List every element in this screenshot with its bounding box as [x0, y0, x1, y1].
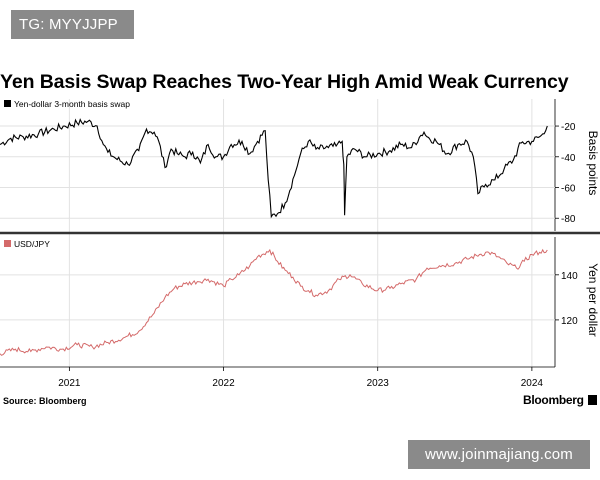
usdjpy-tick-label-120: 120 — [561, 316, 578, 327]
watermark-badge: www.joinmajiang.com — [408, 440, 590, 469]
swap-ylabel: Basis points — [586, 131, 600, 196]
swap-tick-label--60: -60 — [561, 184, 576, 195]
x-tick-label-2021: 2021 — [58, 378, 81, 389]
usdjpy-tick-label-140: 140 — [561, 271, 578, 282]
x-tick-label-2023: 2023 — [367, 378, 390, 389]
swap-legend-swatch — [4, 100, 11, 107]
usdjpy-ylabel: Yen per dollar — [586, 263, 600, 337]
usdjpy-panel: USD/JPY 120 140 Yen per dollar — [0, 239, 600, 356]
usdjpy-legend-label: USD/JPY — [14, 239, 50, 249]
chart-svg: Yen-dollar 3-month basis swap -20 -40 -60 -… — [0, 99, 600, 389]
swap-series-line — [0, 118, 548, 219]
bloomberg-logo: Bloomberg — [523, 393, 584, 407]
swap-tick-label--40: -40 — [561, 153, 576, 164]
swap-legend-label: Yen-dollar 3-month basis swap — [14, 99, 130, 109]
swap-tick-label--20: -20 — [561, 122, 576, 133]
swap-panel: Yen-dollar 3-month basis swap -20 -40 -60 -… — [0, 99, 600, 225]
x-tick-label-2024: 2024 — [521, 378, 544, 389]
chart-title: Yen Basis Swap Reaches Two-Year High Ami… — [0, 71, 569, 93]
tg-badge: TG: MYYJJPP — [11, 10, 134, 39]
usdjpy-legend-swatch — [4, 240, 11, 247]
bloomberg-terminal-icon — [588, 395, 597, 405]
source-note: Source: Bloomberg — [3, 396, 87, 406]
x-tick-label-2022: 2022 — [212, 378, 235, 389]
usdjpy-series-line — [0, 248, 548, 356]
swap-tick-label--80: -80 — [561, 214, 576, 225]
x-axis: 2021 2022 2023 2024 — [0, 366, 555, 389]
